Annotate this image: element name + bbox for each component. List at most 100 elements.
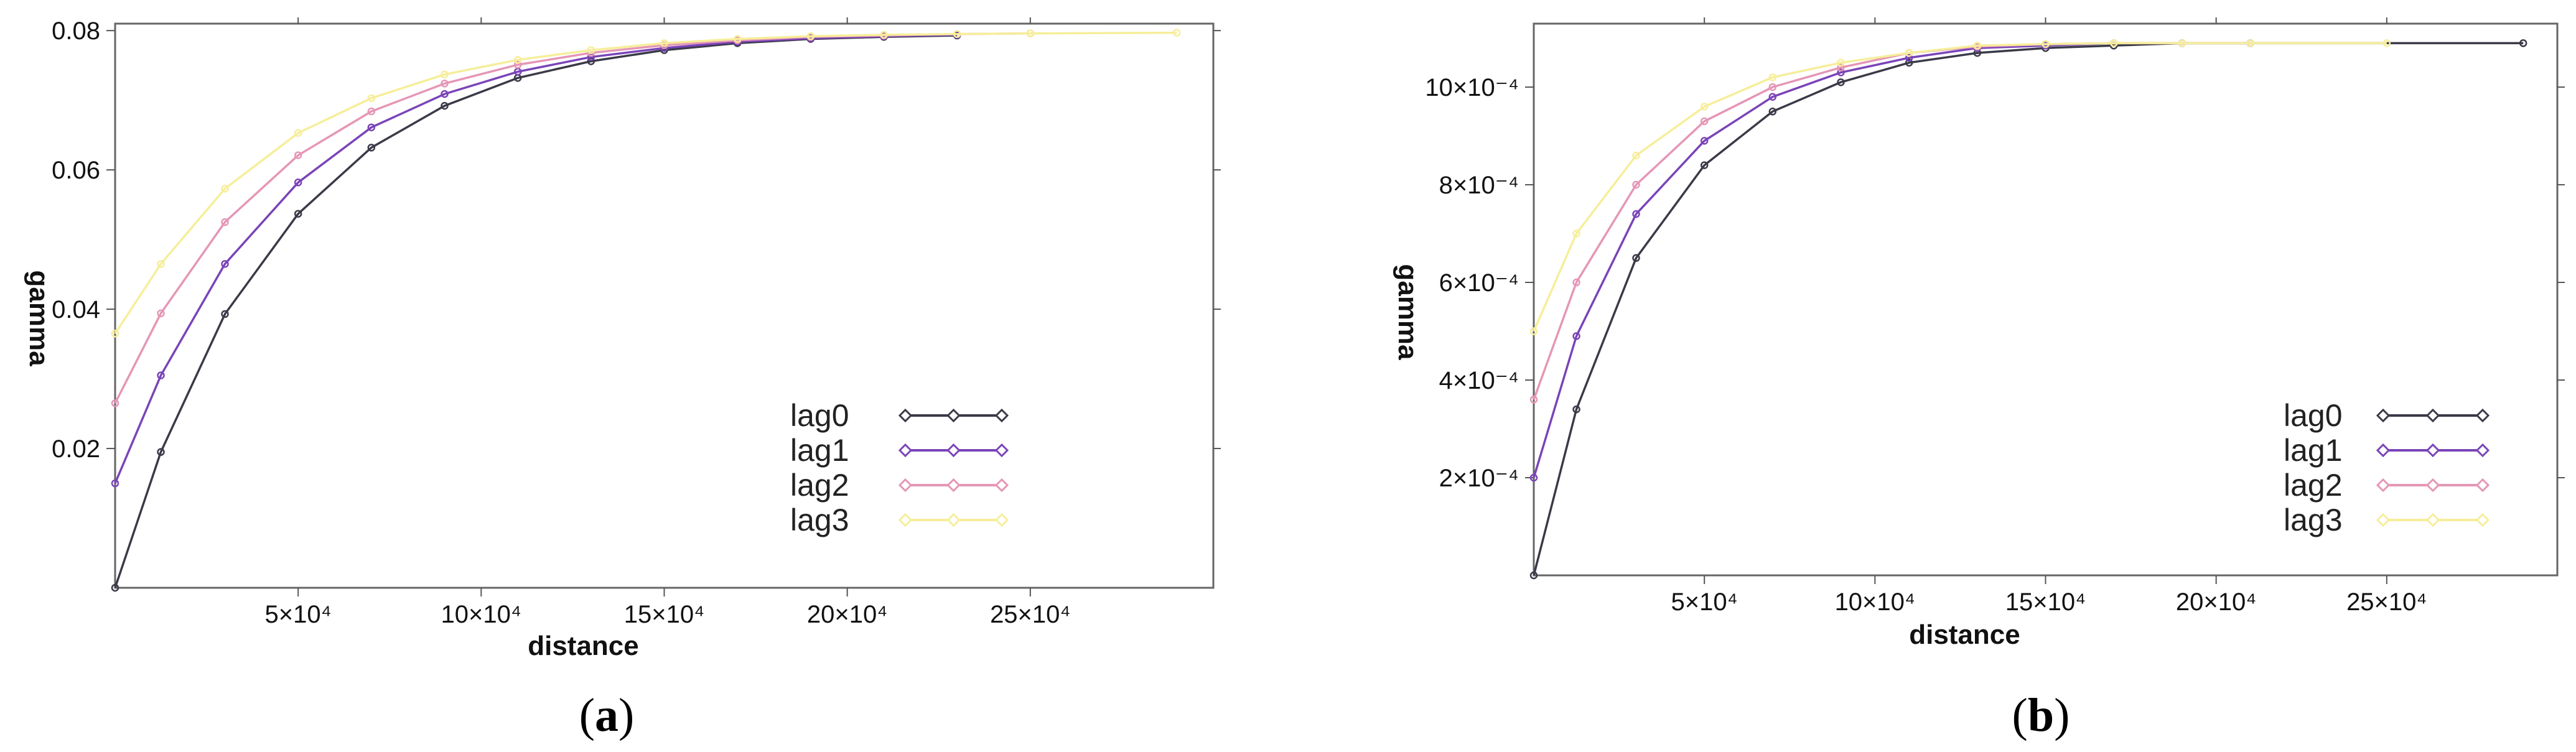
- data-point-lag3: [221, 185, 229, 193]
- data-point-lag0: [157, 448, 165, 456]
- data-point-lag3: [2042, 40, 2050, 49]
- x-axis-title: distance: [1909, 620, 2020, 650]
- data-point-lag0: [1572, 405, 1580, 414]
- data-point-lag3: [1529, 327, 1538, 335]
- legend-marker-lag3: [2475, 513, 2490, 527]
- x-tick-label: 20×10⁴: [807, 601, 888, 628]
- y-axis-title: gamma: [1393, 264, 1423, 360]
- series-line-lag1: [114, 34, 958, 484]
- data-point-lag2: [1632, 180, 1640, 189]
- y-tick-label: 8×10⁻⁴: [1439, 172, 1519, 199]
- legend-marker-lag2: [994, 478, 1009, 493]
- legend-marker-lag1: [2475, 443, 2490, 458]
- data-point-lag0: [367, 144, 376, 152]
- data-point-lag3: [1905, 49, 1913, 57]
- data-point-lag3: [513, 55, 522, 64]
- data-point-lag3: [953, 30, 961, 39]
- data-point-lag0: [1700, 161, 1709, 169]
- data-point-lag2: [157, 309, 165, 318]
- data-point-lag3: [660, 39, 668, 47]
- x-tick-label: 5×10⁴: [1671, 588, 1738, 616]
- data-point-lag3: [2382, 39, 2391, 47]
- data-point-lag3: [1700, 103, 1709, 111]
- data-point-lag0: [1768, 108, 1777, 116]
- legend-label-lag0: lag0: [790, 398, 849, 433]
- data-point-lag2: [513, 60, 522, 69]
- legend-marker-lag3: [2425, 513, 2440, 527]
- legend-marker-lag0: [898, 408, 913, 423]
- data-point-lag3: [806, 32, 815, 40]
- y-tick-label: 6×10⁻⁴: [1439, 269, 1519, 297]
- x-tick-label: 10×10⁴: [1835, 588, 1916, 616]
- data-point-lag2: [1529, 396, 1538, 404]
- legend-marker-lag1: [946, 443, 961, 458]
- data-point-lag1: [1632, 210, 1640, 218]
- plot-frame: [1533, 22, 2559, 577]
- series-line-lag2: [1533, 42, 2182, 400]
- data-point-lag1: [111, 479, 119, 488]
- legend-marker-lag0: [946, 408, 961, 423]
- data-point-lag2: [1768, 83, 1777, 91]
- data-point-lag3: [2246, 39, 2254, 47]
- data-point-lag1: [221, 260, 229, 268]
- legend-marker-lag3: [946, 513, 961, 527]
- data-point-lag3: [1172, 29, 1181, 37]
- data-point-lag3: [157, 260, 165, 268]
- x-tick-label: 25×10⁴: [2346, 588, 2427, 616]
- data-point-lag2: [1572, 278, 1580, 287]
- plot-frame: [114, 22, 1215, 589]
- legend-label-lag1: lag1: [790, 433, 849, 468]
- legend-marker-lag2: [946, 478, 961, 493]
- legend-marker-lag3: [994, 513, 1009, 527]
- data-point-lag1: [1768, 93, 1777, 101]
- y-tick-label: 0.08: [52, 17, 100, 45]
- series-line-lag2: [114, 32, 1030, 404]
- legend-marker-lag0: [2475, 408, 2490, 423]
- data-point-lag3: [1632, 151, 1640, 160]
- data-point-lag0: [111, 583, 119, 592]
- panel-letter: b: [2028, 689, 2054, 741]
- series-line-lag1: [1533, 42, 2251, 478]
- data-point-lag0: [1529, 571, 1538, 580]
- legend-marker-lag3: [2376, 513, 2391, 527]
- data-point-lag3: [367, 94, 376, 103]
- legend-marker-lag1: [898, 443, 913, 458]
- data-point-lag1: [157, 371, 165, 379]
- legend-marker-lag2: [2376, 478, 2391, 493]
- data-point-lag0: [1905, 58, 1913, 67]
- data-point-lag3: [2109, 39, 2118, 47]
- data-point-lag0: [2519, 39, 2527, 47]
- data-point-lag0: [221, 310, 229, 318]
- data-point-lag0: [1837, 78, 1845, 86]
- legend-label-lag3: lag3: [790, 503, 849, 537]
- data-point-lag1: [294, 179, 302, 187]
- data-point-lag3: [733, 35, 742, 43]
- legend-marker-lag0: [2376, 408, 2391, 423]
- panel-letter: a: [595, 689, 618, 741]
- x-tick-label: 25×10⁴: [990, 601, 1071, 628]
- x-tick-label: 5×10⁴: [265, 601, 332, 628]
- data-point-lag1: [1837, 68, 1845, 77]
- panel-caption: (a): [579, 689, 635, 741]
- legend-label-lag1: lag1: [2284, 433, 2343, 468]
- data-point-lag2: [221, 218, 229, 226]
- data-point-lag1: [1572, 332, 1580, 340]
- data-point-lag2: [1837, 63, 1845, 72]
- x-tick-label: 10×10⁴: [441, 601, 522, 628]
- data-point-lag0: [441, 101, 449, 110]
- data-point-lag1: [367, 123, 376, 132]
- series-line-lag3: [1533, 42, 2387, 332]
- data-point-lag1: [441, 90, 449, 98]
- data-point-lag2: [111, 399, 119, 407]
- data-point-lag3: [441, 70, 449, 78]
- data-point-lag2: [367, 107, 376, 116]
- y-tick-label: 2×10⁻⁴: [1439, 465, 1519, 492]
- legend-marker-lag1: [2425, 443, 2440, 458]
- legend-label-lag0: lag0: [2284, 398, 2343, 433]
- legend-label-lag2: lag2: [790, 468, 849, 503]
- legend-marker-lag2: [2475, 478, 2490, 493]
- data-point-lag2: [1700, 117, 1709, 126]
- panel-caption: (b): [2012, 689, 2070, 741]
- panel-b: 5×10⁴ 10×10⁴ 15×10⁴ 20×10⁴ 25×10⁴ 2×10⁻⁴ 4×10⁻…: [1393, 17, 2565, 741]
